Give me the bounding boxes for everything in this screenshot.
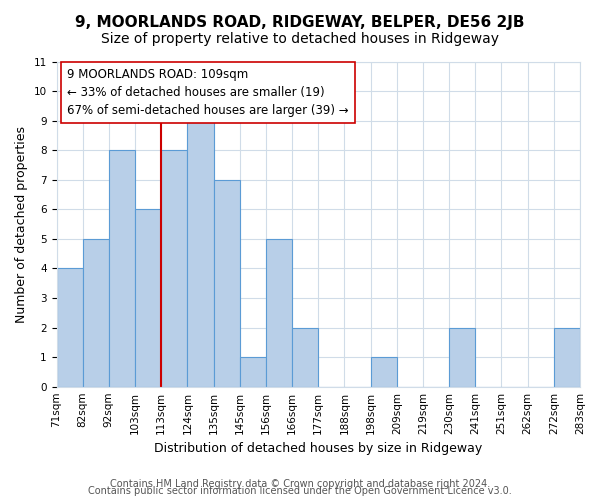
Bar	[135, 210, 161, 386]
Bar	[109, 150, 135, 386]
Bar	[371, 357, 397, 386]
Bar	[292, 328, 318, 386]
Bar	[83, 239, 109, 386]
X-axis label: Distribution of detached houses by size in Ridgeway: Distribution of detached houses by size …	[154, 442, 482, 455]
Bar	[214, 180, 240, 386]
Bar	[266, 239, 292, 386]
Bar	[161, 150, 187, 386]
Bar	[554, 328, 580, 386]
Text: Contains public sector information licensed under the Open Government Licence v3: Contains public sector information licen…	[88, 486, 512, 496]
Text: 9, MOORLANDS ROAD, RIDGEWAY, BELPER, DE56 2JB: 9, MOORLANDS ROAD, RIDGEWAY, BELPER, DE5…	[75, 15, 525, 30]
Bar	[449, 328, 475, 386]
Bar	[187, 120, 214, 386]
Text: Contains HM Land Registry data © Crown copyright and database right 2024.: Contains HM Land Registry data © Crown c…	[110, 479, 490, 489]
Bar	[240, 357, 266, 386]
Text: Size of property relative to detached houses in Ridgeway: Size of property relative to detached ho…	[101, 32, 499, 46]
Text: 9 MOORLANDS ROAD: 109sqm
← 33% of detached houses are smaller (19)
67% of semi-d: 9 MOORLANDS ROAD: 109sqm ← 33% of detach…	[67, 68, 349, 117]
Bar	[56, 268, 83, 386]
Y-axis label: Number of detached properties: Number of detached properties	[15, 126, 28, 322]
